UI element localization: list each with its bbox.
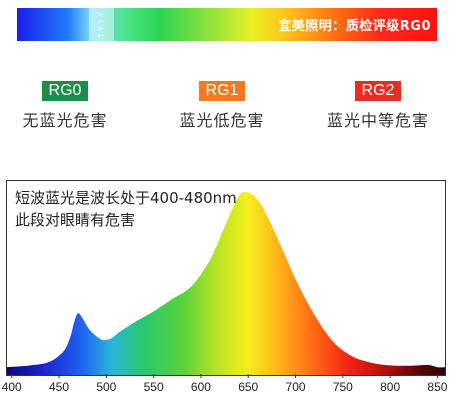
x-tick-label: 700 <box>286 380 306 394</box>
spectrum-chart-frame <box>6 180 446 376</box>
x-tick-label: 850 <box>427 380 447 394</box>
x-tick-label: 400 <box>2 380 22 394</box>
grade-badge-rg0: RG0 <box>41 81 89 101</box>
annotation-line-1: 短波蓝光是波长处于400-480nm <box>15 189 237 207</box>
spectrum-chart <box>7 191 445 375</box>
x-tick-label: 750 <box>333 380 353 394</box>
arrow-icons: ← ← ← ← <box>97 10 105 40</box>
annotation-line-2: 此段对眼睛有危害 <box>15 211 136 229</box>
grade-rg2: RG2 蓝光中等危害 <box>322 80 434 131</box>
x-tick-label: 550 <box>144 380 164 394</box>
rating-label: 宜美照明：质检评级RG0 <box>278 19 431 34</box>
spectrum-area <box>7 191 445 375</box>
blue-light-zone-highlight <box>89 8 114 41</box>
grade-badge-rg1: RG1 <box>198 81 246 101</box>
grade-desc-rg1: 蓝光低危害 <box>179 111 265 130</box>
grade-desc-rg2: 蓝光中等危害 <box>326 111 429 130</box>
x-tick-label: 450 <box>49 380 69 394</box>
x-tick-label: 650 <box>238 380 258 394</box>
grade-badge-rg2: RG2 <box>354 81 402 101</box>
x-axis: 400 450 500 550 600 650 700 750 800 850 <box>2 374 448 394</box>
grade-desc-rg0: 无蓝光危害 <box>22 111 108 130</box>
x-tick-label: 800 <box>380 380 400 394</box>
grade-rg0: RG0 无蓝光危害 <box>20 80 110 131</box>
blue-light-annotation: 短波蓝光是波长处于400-480nm 此段对眼睛有危害 <box>15 187 237 231</box>
x-tick-label: 600 <box>191 380 211 394</box>
x-tick-label: 500 <box>96 380 116 394</box>
spectrum-bar <box>17 8 437 41</box>
grade-rg1: RG1 蓝光低危害 <box>176 80 268 131</box>
